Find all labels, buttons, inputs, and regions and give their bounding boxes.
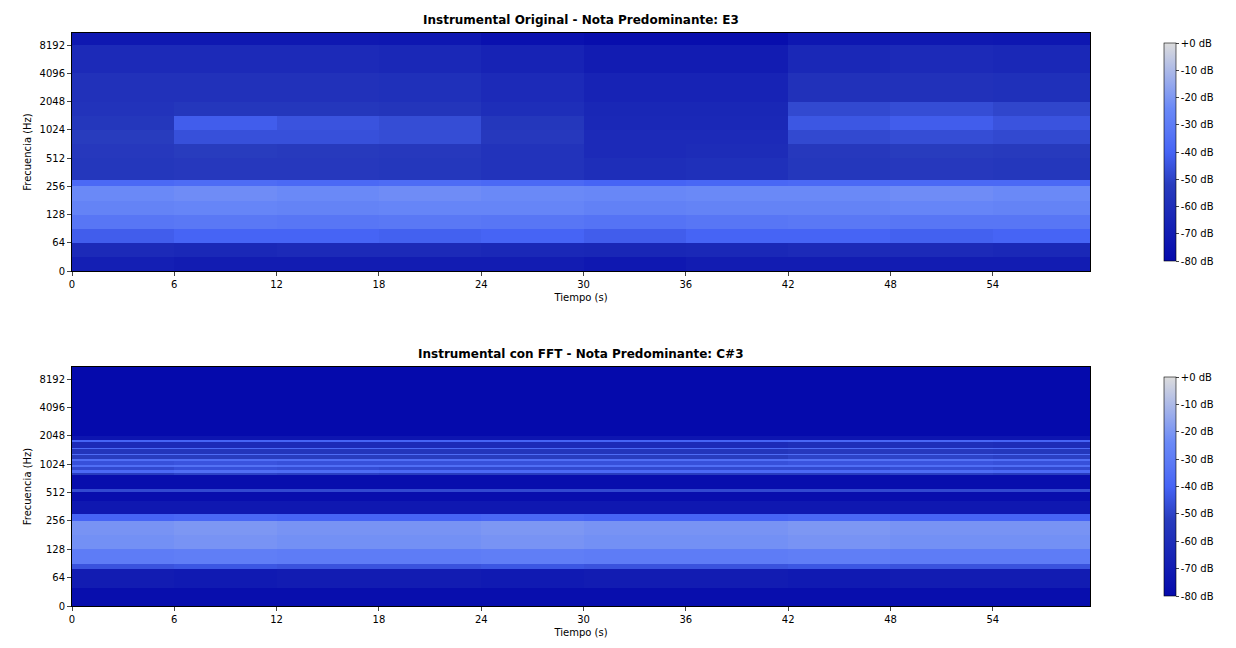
svg-text:24: 24 [475, 614, 488, 625]
svg-text:54: 54 [986, 614, 999, 625]
svg-text:-70 dB: -70 dB [1181, 563, 1214, 574]
svg-text:54: 54 [986, 279, 999, 290]
svg-text:12: 12 [270, 279, 283, 290]
svg-text:128: 128 [46, 544, 65, 555]
svg-text:+0 dB: +0 dB [1181, 372, 1212, 383]
svg-text:0: 0 [59, 601, 65, 612]
svg-text:4096: 4096 [40, 68, 65, 79]
svg-text:-60 dB: -60 dB [1181, 536, 1214, 547]
svg-text:2048: 2048 [40, 430, 65, 441]
svg-text:-60 dB: -60 dB [1181, 201, 1214, 212]
svg-text:1024: 1024 [40, 124, 65, 135]
svg-text:4096: 4096 [40, 402, 65, 413]
svg-text:Tiempo (s): Tiempo (s) [553, 292, 607, 303]
svg-text:8192: 8192 [40, 40, 65, 51]
svg-text:6: 6 [171, 614, 177, 625]
svg-text:-30 dB: -30 dB [1181, 454, 1214, 465]
svg-text:Frecuencia (Hz): Frecuencia (Hz) [22, 448, 33, 526]
svg-text:30: 30 [577, 614, 590, 625]
svg-text:-30 dB: -30 dB [1181, 119, 1214, 130]
svg-text:42: 42 [782, 279, 795, 290]
svg-text:6: 6 [171, 279, 177, 290]
svg-text:0: 0 [69, 279, 75, 290]
svg-text:-80 dB: -80 dB [1181, 591, 1214, 602]
svg-text:512: 512 [46, 487, 65, 498]
svg-text:30: 30 [577, 279, 590, 290]
svg-text:0: 0 [59, 266, 65, 277]
svg-text:36: 36 [680, 279, 693, 290]
svg-text:Instrumental con FFT - Nota Pr: Instrumental con FFT - Nota Predominante… [418, 347, 744, 361]
svg-text:-10 dB: -10 dB [1181, 65, 1214, 76]
svg-text:Tiempo (s): Tiempo (s) [553, 627, 607, 638]
svg-text:24: 24 [475, 279, 488, 290]
svg-text:1024: 1024 [40, 459, 65, 470]
svg-text:Instrumental Original - Nota P: Instrumental Original - Nota Predominant… [423, 13, 739, 27]
svg-text:2048: 2048 [40, 96, 65, 107]
svg-text:64: 64 [52, 572, 65, 583]
svg-text:48: 48 [884, 614, 897, 625]
svg-text:18: 18 [373, 279, 386, 290]
svg-text:-20 dB: -20 dB [1181, 426, 1214, 437]
svg-text:64: 64 [52, 237, 65, 248]
svg-text:0: 0 [69, 614, 75, 625]
svg-text:48: 48 [884, 279, 897, 290]
svg-text:8192: 8192 [40, 374, 65, 385]
svg-text:Frecuencia (Hz): Frecuencia (Hz) [22, 113, 33, 191]
svg-text:-40 dB: -40 dB [1181, 147, 1214, 158]
svg-text:-20 dB: -20 dB [1181, 92, 1214, 103]
svg-text:-70 dB: -70 dB [1181, 228, 1214, 239]
svg-text:-50 dB: -50 dB [1181, 508, 1214, 519]
svg-text:-40 dB: -40 dB [1181, 481, 1214, 492]
svg-text:128: 128 [46, 209, 65, 220]
svg-text:256: 256 [46, 515, 65, 526]
svg-text:-50 dB: -50 dB [1181, 174, 1214, 185]
svg-text:-80 dB: -80 dB [1181, 256, 1214, 267]
svg-text:512: 512 [46, 153, 65, 164]
svg-text:12: 12 [270, 614, 283, 625]
svg-text:+0 dB: +0 dB [1181, 38, 1212, 49]
svg-text:18: 18 [373, 614, 386, 625]
svg-text:36: 36 [680, 614, 693, 625]
svg-text:256: 256 [46, 181, 65, 192]
svg-text:42: 42 [782, 614, 795, 625]
svg-text:-10 dB: -10 dB [1181, 399, 1214, 410]
